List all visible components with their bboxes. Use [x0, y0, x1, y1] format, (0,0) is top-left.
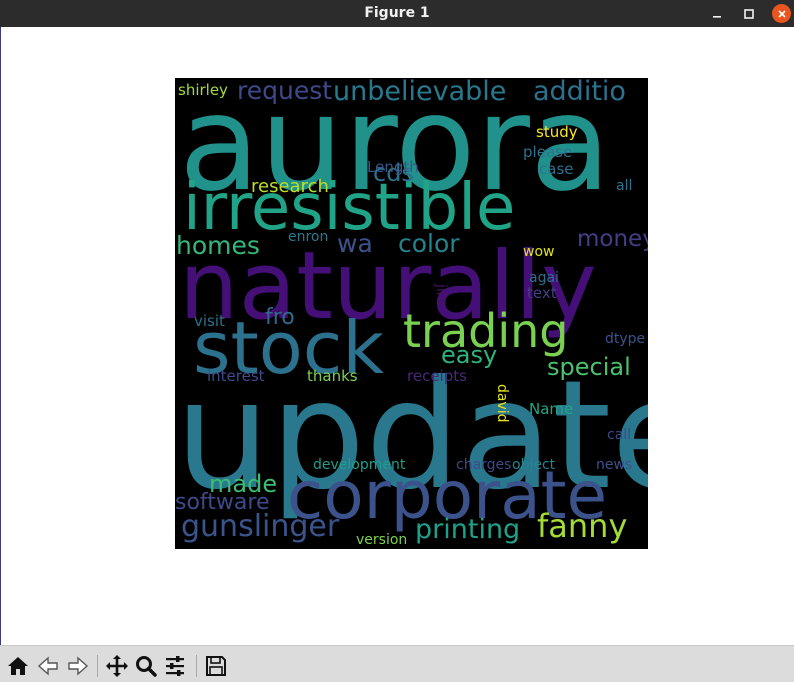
- wordcloud-word: update: [175, 349, 648, 523]
- wordcloud-word: object: [512, 457, 556, 473]
- wordcloud-word: corporate: [287, 457, 608, 534]
- wordcloud-word: printing: [415, 514, 521, 545]
- wordcloud-word: aurora: [179, 78, 611, 221]
- magnifier-icon: [136, 656, 157, 677]
- wordcloud-word: fro: [265, 305, 295, 330]
- sliders-icon: [166, 656, 184, 676]
- window-titlebar: Figure 1: [0, 0, 794, 27]
- wordcloud-word: additio: [533, 78, 626, 107]
- wordcloud-word: thanks: [307, 367, 358, 385]
- wordcloud-word: call: [607, 427, 632, 443]
- maximize-button[interactable]: [738, 3, 759, 24]
- wordcloud-word: color: [398, 229, 460, 258]
- wordcloud-word: trading: [403, 304, 569, 358]
- configure-subplots-button[interactable]: [162, 653, 188, 679]
- wordcloud-word: version: [356, 532, 408, 548]
- window-left-border: [0, 27, 1, 645]
- back-button[interactable]: [35, 653, 61, 679]
- wordcloud-word: receipts: [407, 367, 467, 385]
- wordcloud-word: homes: [176, 231, 260, 260]
- wordcloud-word: agai: [529, 270, 559, 286]
- forward-arrow-icon: [68, 656, 89, 676]
- wordcloud-image: aurorairresistiblenaturallyupdatestock co…: [175, 78, 648, 549]
- wordcloud-word: david: [494, 384, 510, 423]
- wordcloud-word: special: [547, 353, 631, 381]
- wordcloud-word: interest: [207, 367, 265, 385]
- minimize-button[interactable]: [706, 3, 727, 24]
- wordcloud-word: please: [523, 143, 573, 161]
- close-button[interactable]: [771, 3, 792, 24]
- close-button-circle: [772, 4, 791, 23]
- wordcloud-word: naturally: [179, 232, 597, 341]
- zoom-button[interactable]: [133, 653, 159, 679]
- wordcloud-word: case: [539, 160, 574, 178]
- wordcloud-word: wa: [337, 229, 373, 258]
- forward-button[interactable]: [65, 653, 91, 679]
- pan-button[interactable]: [104, 653, 130, 679]
- wordcloud-word: development: [313, 457, 406, 473]
- wordcloud-word: enron: [288, 229, 329, 245]
- wordcloud-word: text: [527, 284, 557, 302]
- wordcloud-word: visit: [194, 312, 225, 330]
- wordcloud-word: dtype: [605, 331, 646, 347]
- back-arrow-icon: [37, 656, 58, 676]
- wordcloud-word: fanny: [537, 507, 628, 545]
- navigation-toolbar: [0, 645, 794, 682]
- wordcloud-word: news: [596, 457, 633, 473]
- toolbar-separator: [196, 655, 197, 677]
- wordcloud-word: wow: [523, 244, 555, 260]
- home-button[interactable]: [5, 653, 31, 679]
- wordcloud-word: unbelievable: [333, 78, 507, 107]
- wordcloud-word: shirley: [178, 81, 228, 99]
- wordcloud-word: charges: [456, 457, 512, 473]
- wordcloud-word: Name: [529, 400, 574, 418]
- wordcloud-word: cds: [373, 159, 414, 187]
- wordcloud-word: all: [616, 178, 633, 194]
- wordcloud-word: study: [536, 123, 578, 141]
- wordcloud-word: request: [237, 78, 333, 105]
- close-icon: [777, 9, 786, 18]
- window-title: Figure 1: [364, 5, 430, 21]
- save-button[interactable]: [203, 653, 229, 679]
- wordcloud-word: gunslinger: [181, 509, 340, 544]
- wordcloud-word: research: [251, 176, 329, 197]
- floppy-disk-icon: [206, 656, 226, 676]
- wordcloud-word: stock: [193, 306, 385, 390]
- wordcloud-word: made: [209, 470, 278, 498]
- minimize-icon: [712, 15, 721, 18]
- wordcloud-word: software: [175, 490, 270, 515]
- wordcloud-word: easy: [441, 341, 498, 369]
- wordcloud-word: jim: [433, 284, 449, 306]
- maximize-icon: [743, 8, 754, 19]
- wordcloud-word: Length: [367, 158, 419, 176]
- move-icon: [106, 655, 128, 677]
- home-icon: [8, 657, 28, 675]
- wordcloud-word: irresistible: [183, 171, 516, 245]
- toolbar-separator: [97, 655, 98, 677]
- wordcloud-word: money: [577, 226, 648, 252]
